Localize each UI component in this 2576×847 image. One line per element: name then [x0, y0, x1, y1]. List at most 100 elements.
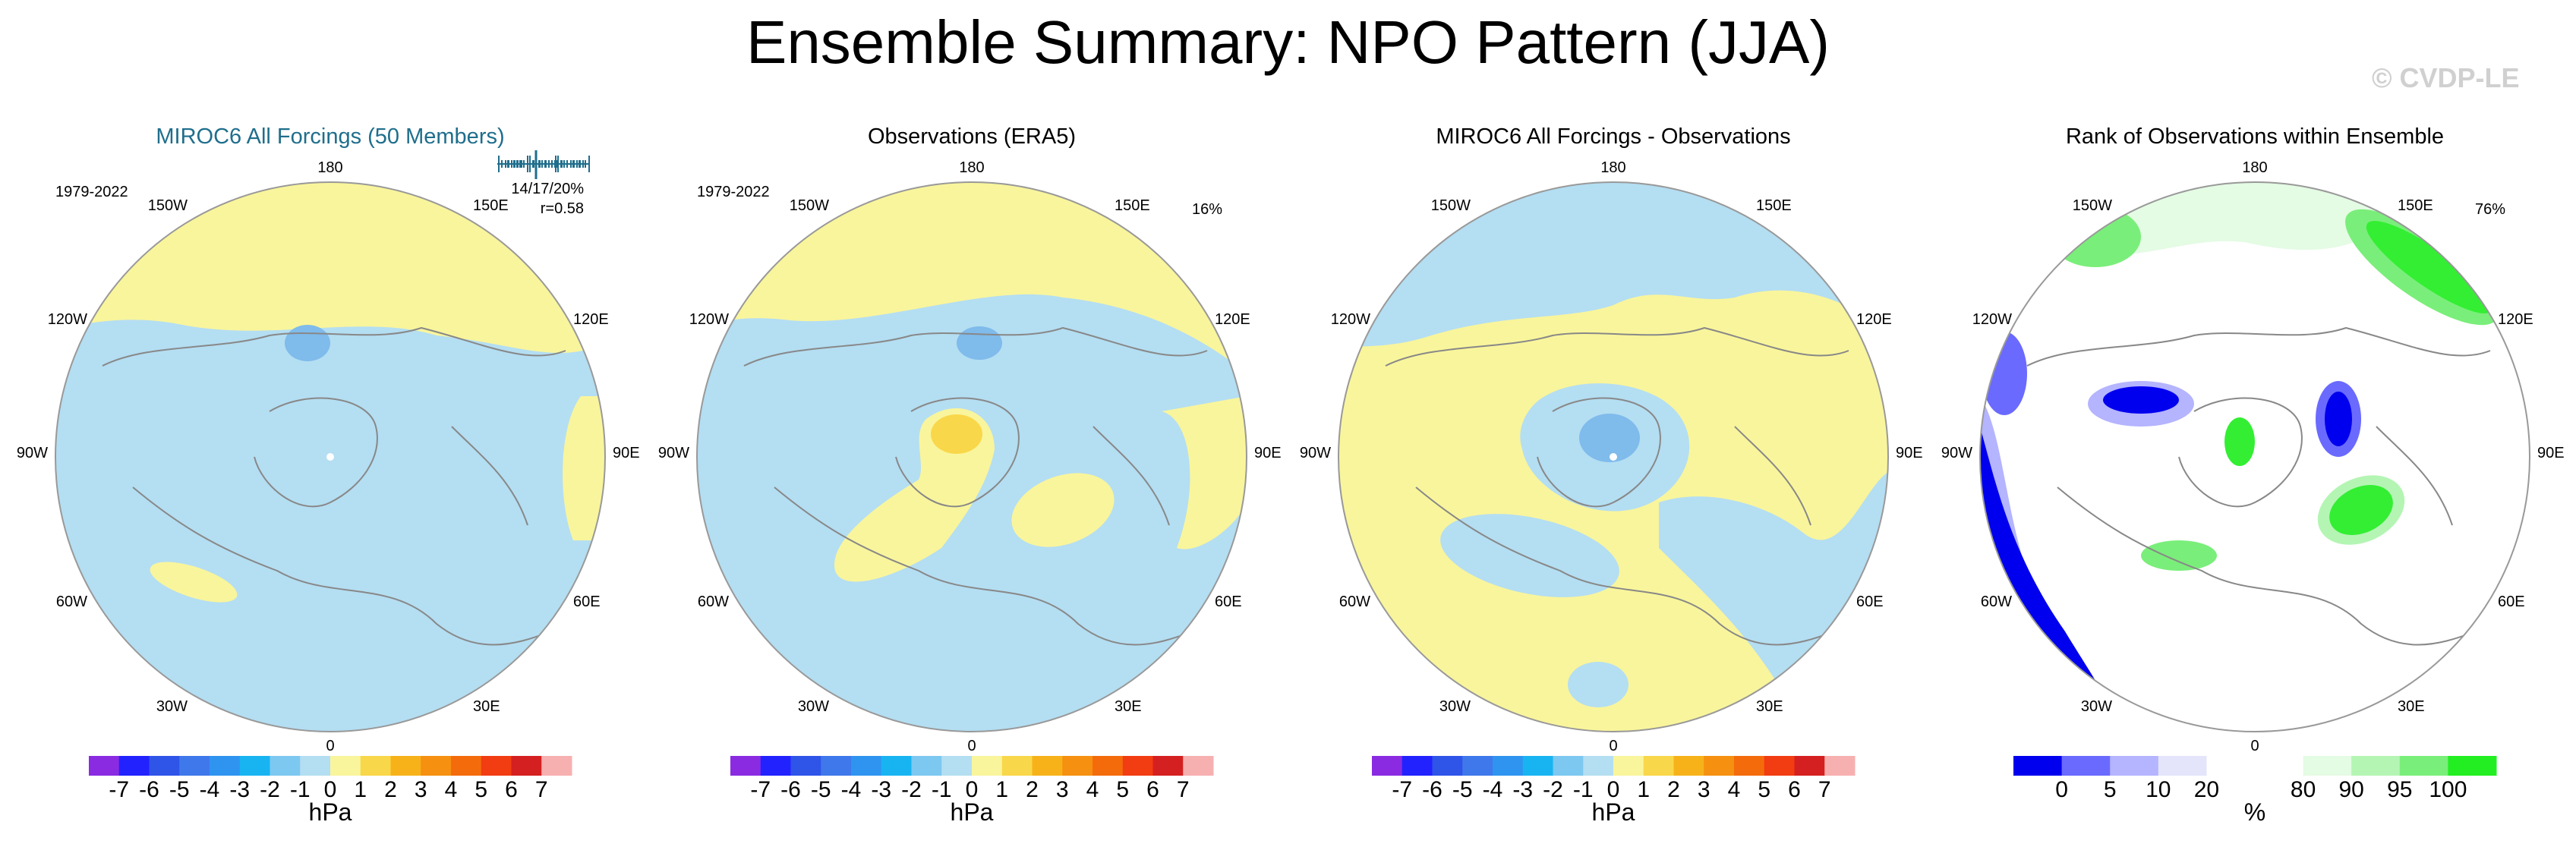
colorbar-tick-label: 1: [1637, 777, 1651, 802]
colorbar-tick-label: 80: [2290, 777, 2316, 802]
colorbar-tick-label: -5: [1452, 777, 1473, 802]
colorbar-tick-label: 5: [1116, 777, 1130, 802]
colorbar-tick-label: 7: [534, 777, 548, 802]
high-rank-region: [2141, 540, 2217, 571]
colorbar-swatch: [210, 756, 241, 776]
period-label: 1979-2022: [55, 184, 128, 200]
high-pressure-region: [1162, 396, 1247, 549]
ensemble-member-ticks: [497, 150, 590, 179]
colorbar-swatch: [851, 756, 882, 776]
colorbar-tick-label: 3: [414, 777, 427, 802]
longitude-label: 90W: [16, 445, 48, 461]
colorbar-tick-label: 5: [2103, 777, 2117, 802]
colorbar-swatch: [911, 756, 942, 776]
longitude-label: 120E: [1215, 311, 1250, 328]
colorbar-tick-label: 0: [2055, 777, 2068, 802]
colorbar-tick-label: 6: [505, 777, 518, 802]
longitude-label: 150W: [789, 197, 829, 214]
colorbar-tick-label: 3: [1697, 777, 1711, 802]
low-rank-region: [2325, 392, 2352, 446]
high-pressure-region: [697, 182, 1247, 373]
colorbar-swatch: [2061, 756, 2111, 776]
high-rank-region: [2329, 485, 2393, 535]
longitude-label: 60W: [1980, 594, 2012, 610]
longitude-label: 30E: [2398, 698, 2425, 715]
map-border: [55, 181, 606, 732]
colorbar-tick-label: 2: [1026, 777, 1039, 802]
colorbar-tick-label: 1: [354, 777, 367, 802]
colorbar-tick-label: -2: [1543, 777, 1563, 802]
longitude-label: 150E: [1756, 197, 1792, 214]
longitude-label: 60E: [573, 594, 601, 610]
colorbar-tick-label: 95: [2387, 777, 2413, 802]
colorbar-swatch: [2448, 756, 2497, 776]
coastline: [1385, 326, 1849, 646]
longitude-label: 120E: [2498, 311, 2533, 328]
colorbar-swatch: [1432, 756, 1463, 776]
colorbar-swatch: [1402, 756, 1433, 776]
colorbar-tick-label: 7: [1176, 777, 1190, 802]
colorbar: [1372, 756, 1856, 776]
colorbar-swatch: [118, 756, 150, 776]
colorbar-swatch: [1553, 756, 1584, 776]
longitude-label: 120W: [1330, 311, 1370, 328]
figure-title: Ensemble Summary: NPO Pattern (JJA): [746, 8, 1830, 76]
colorbar-swatch: [821, 756, 852, 776]
longitude-label: 90E: [2537, 445, 2565, 461]
colorbar-tick-label: -6: [780, 777, 801, 802]
colorbar-tick-label: -3: [871, 777, 892, 802]
colorbar-swatch: [511, 756, 542, 776]
colorbar-swatch: [972, 756, 1003, 776]
colorbar-swatch: [2206, 756, 2256, 776]
colorbar-swatch: [360, 756, 391, 776]
low-pressure-region: [1338, 182, 1888, 351]
high-pressure-region: [150, 562, 238, 603]
colorbar-swatch: [541, 756, 572, 776]
low-pressure-region: [1440, 514, 1619, 597]
colorbar-tick-label: 10: [2146, 777, 2171, 802]
colorbar-swatch: [881, 756, 912, 776]
colorbar-swatch: [1734, 756, 1765, 776]
panel-title: MIROC6 All Forcings - Observations: [1436, 124, 1791, 149]
colorbar-swatch: [2110, 756, 2159, 776]
colorbar-unit: hPa: [950, 798, 994, 826]
colorbar-tick-label: 4: [444, 777, 458, 802]
colorbar-swatch: [239, 756, 270, 776]
panel-title: Rank of Observations within Ensemble: [2065, 124, 2445, 149]
colorbar-swatch: [1764, 756, 1795, 776]
coastline: [102, 326, 566, 646]
longitude-label: 90W: [1299, 445, 1331, 461]
colorbar-swatch: [179, 756, 210, 776]
colorbar-tick-label: 0: [323, 777, 337, 802]
colorbar-swatch: [1794, 756, 1825, 776]
longitude-label: 60E: [1215, 594, 1242, 610]
colorbar-unit: %: [2243, 798, 2266, 826]
longitude-label: 150W: [1430, 197, 1471, 214]
longitude-label: 30E: [1756, 698, 1783, 715]
longitude-label: 150E: [1115, 197, 1150, 214]
longitude-label: 150W: [147, 197, 188, 214]
colorbar-tick-label: 4: [1727, 777, 1741, 802]
ensemble-stats: 14/17/20%: [511, 181, 584, 197]
panel-title: MIROC6 All Forcings (50 Members): [156, 124, 505, 149]
high-pressure-region: [1011, 473, 1115, 547]
colorbar-swatch: [1704, 756, 1735, 776]
colorbar-swatch: [451, 756, 482, 776]
colorbar-tick-label: -3: [229, 777, 251, 802]
colorbar-swatch: [1093, 756, 1124, 776]
longitude-label: 30W: [1439, 698, 1471, 715]
longitude-label: 60W: [55, 594, 87, 610]
colorbar-swatch: [1613, 756, 1644, 776]
colorbar-swatch: [941, 756, 973, 776]
longitude-label: 60W: [1338, 594, 1370, 610]
pattern-correlation-percent: 16%: [1192, 201, 1223, 218]
colorbar-tick-label: 7: [1818, 777, 1831, 802]
colorbar-tick-label: -4: [1482, 777, 1503, 802]
colorbar-tick-label: -7: [1392, 777, 1413, 802]
map-border: [1979, 181, 2530, 732]
longitude-label: 90W: [1941, 445, 1972, 461]
longitude-label: 180: [2242, 159, 2268, 176]
